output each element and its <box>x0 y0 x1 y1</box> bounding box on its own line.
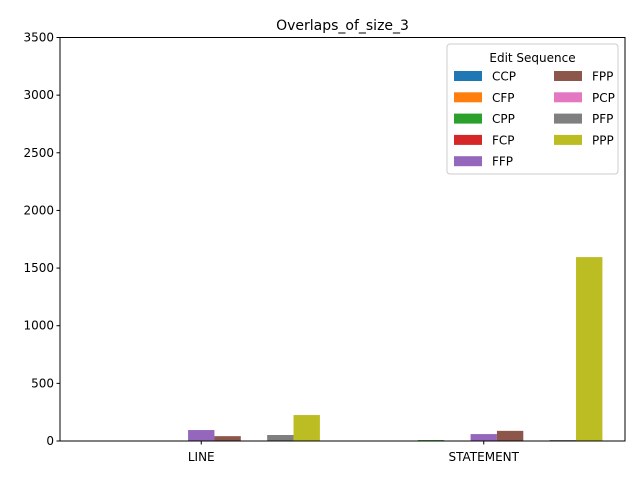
y-tick-label: 2500 <box>23 146 54 160</box>
bar-pfp-line <box>267 435 294 441</box>
x-tick-label: LINE <box>188 450 215 464</box>
legend-swatch-pcp <box>554 92 582 103</box>
bar-ffp-statement <box>470 434 497 441</box>
legend-swatch-fpp <box>554 71 582 81</box>
y-tick-label: 1500 <box>23 261 54 275</box>
y-tick-label: 3000 <box>23 88 54 102</box>
legend-swatch-ppp <box>554 134 582 145</box>
bar-fpp-statement <box>496 430 524 441</box>
legend-swatch-pfp <box>554 113 582 124</box>
chart-title: Overlaps_of_size_3 <box>276 18 409 34</box>
legend-swatch-ffp <box>454 156 482 167</box>
legend-title: Edit Sequence <box>489 51 575 65</box>
legend-label-ccp: CCP <box>492 70 516 84</box>
legend-label-ffp: FFP <box>492 155 513 169</box>
legend-label-cpp: CPP <box>492 112 515 126</box>
legend-label-fcp: FCP <box>492 133 515 147</box>
legend-items: CCP CFP CPP FCP FFP FPP PCP PFP PPP <box>454 70 615 169</box>
bar-ppp-line <box>293 415 320 441</box>
legend-label-fpp: FPP <box>592 70 613 84</box>
legend-swatch-fcp <box>454 134 482 145</box>
y-tick-label: 500 <box>31 376 54 390</box>
x-axis: LINE STATEMENT <box>188 441 520 464</box>
legend-swatch-ccp <box>454 71 482 81</box>
y-tick-label: 2000 <box>23 203 54 217</box>
legend: Edit Sequence CCP CFP CPP FCP FFP FPP PCP PFP PP… <box>446 43 619 175</box>
legend-label-pfp: PFP <box>592 112 613 126</box>
y-tick-label: 0 <box>46 434 54 448</box>
y-axis: 0 500 1000 1500 2000 2500 3000 3500 <box>23 31 60 448</box>
axes-frame <box>59 37 626 442</box>
legend-swatch-cpp <box>454 113 482 124</box>
legend-label-ppp: PPP <box>592 133 614 147</box>
legend-swatch-cfp <box>454 92 482 103</box>
x-tick-label: STATEMENT <box>449 450 520 464</box>
bar-ffp-line <box>188 430 215 441</box>
bar-fpp-line <box>214 436 241 441</box>
bar-ppp-statement <box>576 257 603 441</box>
legend-label-cfp: CFP <box>492 91 515 105</box>
y-tick-label: 1000 <box>23 319 54 333</box>
legend-label-pcp: PCP <box>592 91 615 105</box>
y-tick-label: 3500 <box>23 31 54 45</box>
bars-group <box>188 257 603 441</box>
